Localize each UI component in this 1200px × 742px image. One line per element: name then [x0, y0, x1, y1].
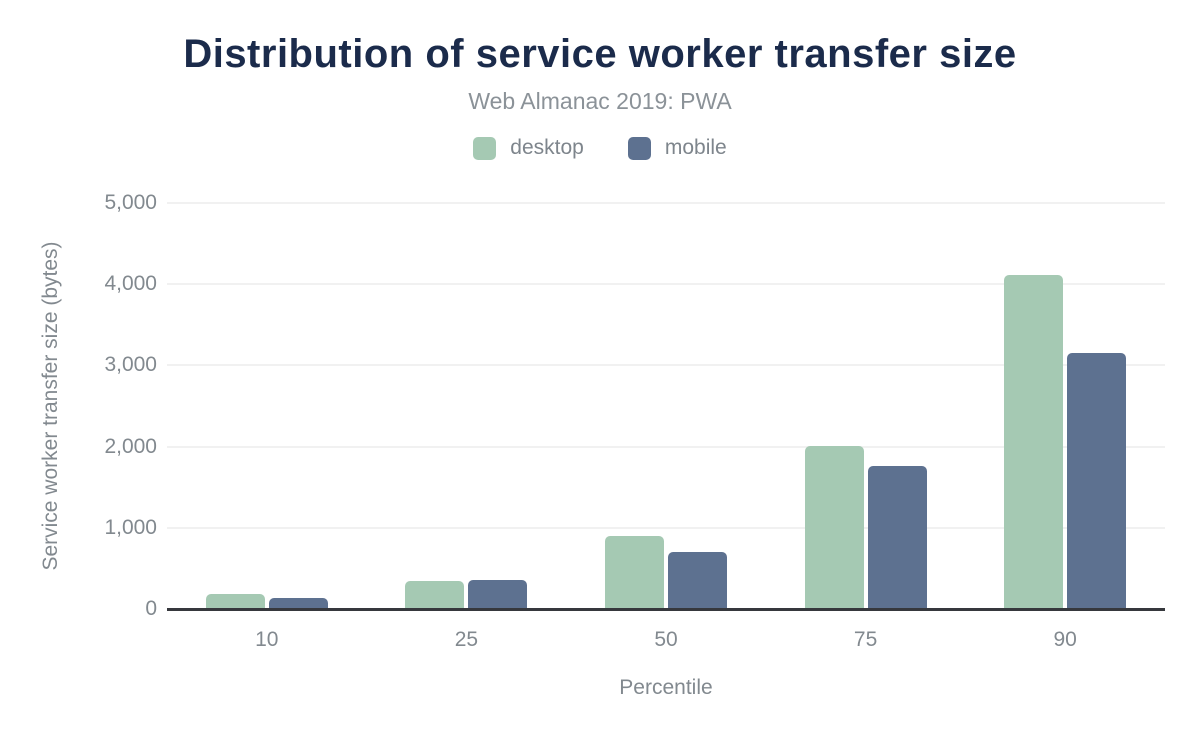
y-tick-label-2000: 2,000: [104, 434, 157, 458]
x-tick-label-10: 10: [255, 628, 279, 651]
legend-label-mobile: mobile: [664, 136, 727, 159]
bar-mobile-p90[interactable]: [1067, 352, 1127, 609]
legend-label-desktop: desktop: [510, 136, 584, 159]
gridline-1000: [167, 526, 1165, 529]
x-axis-line: [167, 608, 1165, 611]
x-tick-label-50: 50: [654, 628, 678, 651]
bar-mobile-p75[interactable]: [867, 466, 927, 609]
gridline-5000: [167, 202, 1165, 204]
y-tick-label-5000: 5,000: [104, 191, 157, 214]
legend: desktop mobile: [0, 136, 1200, 160]
bar-desktop-p25[interactable]: [405, 580, 465, 609]
bar-desktop-p75[interactable]: [804, 445, 864, 609]
x-tick-label-25: 25: [454, 628, 479, 651]
x-tick-label-75: 75: [853, 628, 878, 651]
x-axis-title: Percentile: [619, 676, 713, 699]
y-tick-label-0: 0: [145, 597, 157, 620]
y-tick-label-4000: 4,000: [104, 272, 157, 296]
y-tick-label-1000: 1,000: [104, 515, 157, 539]
y-tick-label-3000: 3,000: [104, 353, 157, 377]
bar-desktop-p90[interactable]: [1004, 275, 1064, 609]
bar-desktop-p50[interactable]: [605, 536, 664, 609]
bar-mobile-p25[interactable]: [468, 580, 528, 609]
legend-item-mobile[interactable]: mobile: [627, 136, 727, 160]
plot-area: [167, 202, 1165, 609]
x-tick-label-90: 90: [1053, 628, 1077, 651]
bar-mobile-p50[interactable]: [668, 552, 727, 609]
chart-subtitle: Web Almanac 2019: PWA: [468, 88, 732, 114]
legend-swatch-desktop: [473, 136, 497, 160]
legend-item-desktop[interactable]: desktop: [473, 136, 584, 160]
gridline-3000: [167, 364, 1165, 367]
gridline-4000: [167, 283, 1165, 286]
chart-title: Distribution of service worker transfer …: [183, 32, 1017, 76]
bar-mobile-p10[interactable]: [268, 598, 328, 609]
legend-swatch-mobile: [627, 136, 651, 160]
bar-desktop-p10[interactable]: [205, 594, 265, 609]
gridline-2000: [167, 445, 1165, 448]
